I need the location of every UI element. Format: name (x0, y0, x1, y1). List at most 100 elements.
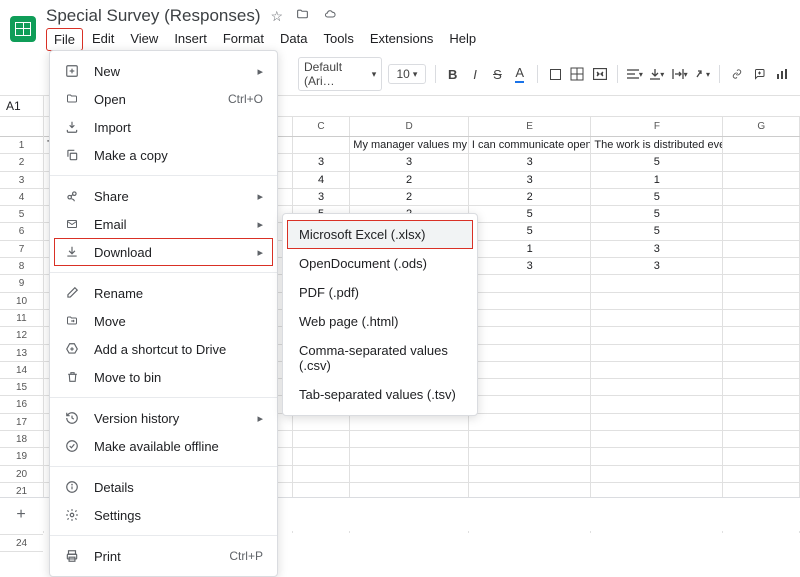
cell[interactable]: 2 (350, 189, 469, 205)
cell[interactable] (723, 154, 800, 170)
insert-link-icon[interactable] (729, 65, 745, 83)
cell[interactable]: My manager values my f (350, 137, 469, 153)
cell[interactable]: 5 (469, 223, 591, 239)
cell[interactable] (723, 362, 800, 378)
cell[interactable]: 5 (591, 206, 723, 222)
row-header[interactable]: 14 (0, 362, 43, 379)
cell[interactable]: 5 (469, 206, 591, 222)
row-header[interactable]: 8 (0, 258, 43, 275)
cell[interactable]: 3 (469, 154, 591, 170)
cell[interactable] (591, 327, 723, 343)
cell[interactable] (469, 379, 591, 395)
text-color-icon[interactable]: A (512, 65, 528, 83)
column-header[interactable]: F (591, 117, 723, 136)
row-header[interactable]: 9 (0, 275, 43, 292)
row-header[interactable]: 17 (0, 414, 43, 431)
cell[interactable] (723, 345, 800, 361)
download-option[interactable]: OpenDocument (.ods) (283, 249, 477, 278)
menu-tools[interactable]: Tools (316, 28, 360, 51)
insert-chart-icon[interactable] (774, 65, 790, 83)
file-menu-email[interactable]: Email▸ (50, 210, 277, 238)
cell[interactable] (293, 448, 351, 464)
cell[interactable]: 4 (293, 172, 351, 188)
row-header[interactable]: 24 (0, 535, 43, 552)
row-header[interactable]: 7 (0, 241, 43, 258)
text-wrap-icon[interactable]: ▾ (671, 65, 687, 83)
move-folder-icon[interactable] (295, 8, 310, 25)
cell[interactable] (591, 431, 723, 447)
cell[interactable] (469, 466, 591, 482)
cell[interactable] (591, 448, 723, 464)
cell[interactable] (723, 431, 800, 447)
cell[interactable] (723, 223, 800, 239)
cell[interactable]: 3 (469, 258, 591, 274)
cell[interactable] (293, 137, 351, 153)
file-menu-download[interactable]: Download▸ (54, 238, 273, 266)
menu-insert[interactable]: Insert (167, 28, 214, 51)
row-header[interactable]: 3 (0, 172, 43, 189)
cell[interactable]: I can communicate openl (469, 137, 591, 153)
file-menu-make-available-offline[interactable]: Make available offline (50, 432, 277, 460)
cell[interactable] (723, 172, 800, 188)
borders-icon[interactable] (569, 65, 585, 83)
file-menu-import[interactable]: Import (50, 113, 277, 141)
menu-data[interactable]: Data (273, 28, 314, 51)
file-menu-open[interactable]: OpenCtrl+O (50, 85, 277, 113)
cell[interactable] (723, 206, 800, 222)
cell[interactable] (591, 310, 723, 326)
cell[interactable] (723, 293, 800, 309)
cell[interactable] (723, 241, 800, 257)
horizontal-align-icon[interactable]: ▾ (627, 65, 643, 83)
cloud-status-icon[interactable] (322, 8, 338, 25)
download-option[interactable]: Tab-separated values (.tsv) (283, 380, 477, 409)
cell[interactable] (723, 396, 800, 412)
document-title[interactable]: Special Survey (Responses) (46, 6, 260, 26)
file-menu-details[interactable]: Details (50, 473, 277, 501)
cell[interactable]: 5 (591, 189, 723, 205)
star-icon[interactable]: ☆ (270, 8, 283, 25)
file-menu-settings[interactable]: Settings (50, 501, 277, 529)
bold-icon[interactable]: B (445, 65, 461, 83)
font-size-picker[interactable]: 10 ▾ (388, 64, 425, 84)
cell[interactable] (723, 258, 800, 274)
cell[interactable] (591, 275, 723, 291)
file-menu-new[interactable]: New▸ (50, 57, 277, 85)
cell[interactable] (723, 466, 800, 482)
row-header[interactable]: 12 (0, 327, 43, 344)
cell[interactable] (469, 345, 591, 361)
column-header[interactable]: G (723, 117, 800, 136)
cell[interactable] (723, 379, 800, 395)
cell[interactable]: 2 (469, 189, 591, 205)
add-sheet-button[interactable]: + (10, 504, 32, 526)
cell[interactable] (469, 310, 591, 326)
menu-help[interactable]: Help (442, 28, 483, 51)
column-header[interactable]: D (350, 117, 469, 136)
cell[interactable] (723, 275, 800, 291)
cell[interactable] (293, 414, 351, 430)
row-header[interactable]: 18 (0, 431, 43, 448)
row-header[interactable]: 6 (0, 223, 43, 240)
cell[interactable] (293, 466, 351, 482)
cell[interactable] (723, 137, 800, 153)
menu-format[interactable]: Format (216, 28, 271, 51)
cell[interactable] (469, 448, 591, 464)
file-menu-print[interactable]: PrintCtrl+P (50, 542, 277, 570)
cell[interactable] (293, 431, 351, 447)
file-menu-version-history[interactable]: Version history▸ (50, 404, 277, 432)
cell[interactable]: 3 (293, 189, 351, 205)
fill-color-icon[interactable] (547, 65, 563, 83)
vertical-align-icon[interactable]: ▾ (649, 65, 665, 83)
row-header[interactable]: 11 (0, 310, 43, 327)
row-header[interactable]: 5 (0, 206, 43, 223)
cell[interactable] (350, 414, 469, 430)
cell[interactable] (723, 327, 800, 343)
merge-cells-icon[interactable] (592, 65, 608, 83)
sheets-logo[interactable] (10, 16, 36, 42)
cell[interactable] (723, 448, 800, 464)
download-option[interactable]: Web page (.html) (283, 307, 477, 336)
column-header[interactable]: C (293, 117, 350, 136)
cell[interactable]: 5 (591, 154, 723, 170)
menu-edit[interactable]: Edit (85, 28, 121, 51)
row-header[interactable]: 16 (0, 396, 43, 413)
strikethrough-icon[interactable]: S (489, 65, 505, 83)
